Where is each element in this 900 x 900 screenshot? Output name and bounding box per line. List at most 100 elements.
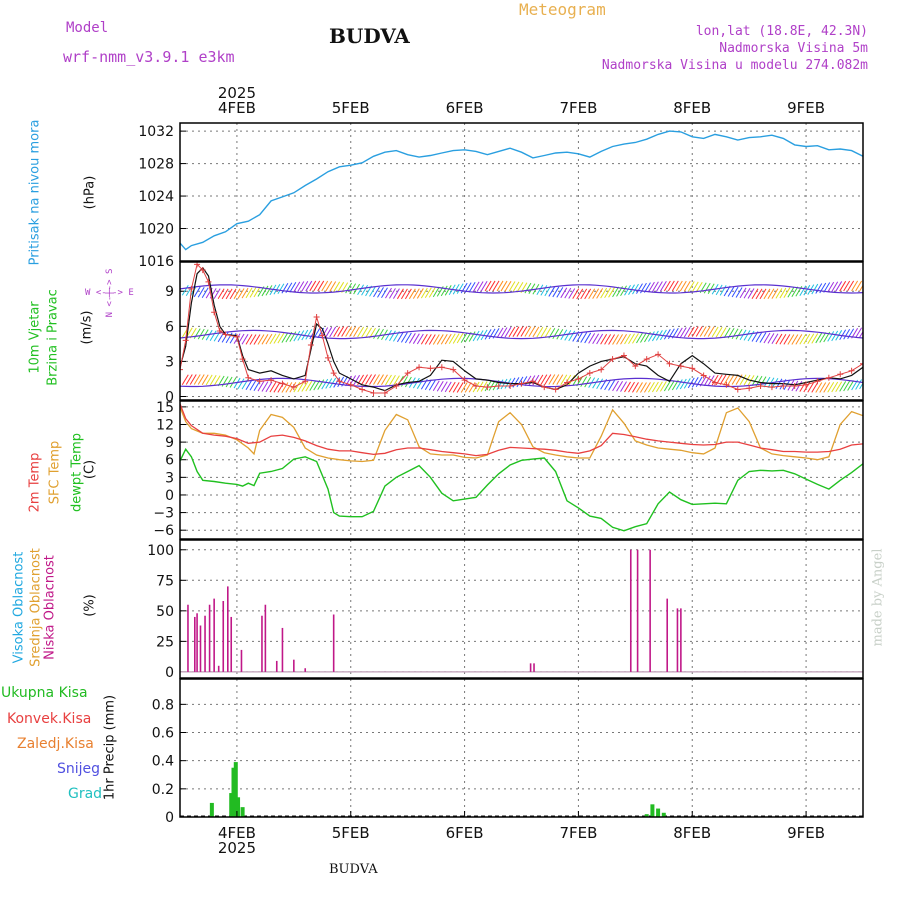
wind-barb: [404, 288, 412, 300]
wind-barb: [325, 326, 333, 338]
wind-barb: [564, 287, 572, 299]
wind-barb: [847, 380, 855, 391]
bottom-date-label: 5FEB: [332, 824, 370, 842]
wind-barb: [440, 381, 448, 392]
wind-barb: [468, 331, 476, 342]
wind-barb: [289, 331, 297, 342]
precip-bar: [233, 762, 238, 817]
wind-barb: [572, 288, 580, 299]
wind-gust-marker: [837, 371, 844, 378]
wind-barb: [416, 333, 424, 345]
wind-barb: [683, 326, 691, 338]
wind-barb: [436, 334, 444, 345]
wind-barb: [707, 326, 715, 337]
wind-barb: [636, 332, 643, 344]
wind-barb: [636, 283, 643, 294]
wind-gust-marker: [438, 364, 445, 371]
wind-compass: W <-|-> E: [85, 288, 134, 298]
top-date-label: 6FEB: [446, 99, 484, 117]
wind-gust-marker: [404, 370, 411, 377]
wind-barb: [827, 381, 835, 393]
wind-gust-marker: [205, 278, 212, 285]
wind-barb: [281, 282, 289, 294]
wind-barb: [325, 280, 333, 292]
wind-barb: [647, 281, 655, 293]
wind-barb: [548, 374, 556, 385]
wind-barb: [691, 326, 699, 337]
y-tick-label: 12: [156, 417, 174, 433]
wind-barb: [508, 326, 516, 338]
top-date-label: 7FEB: [559, 99, 597, 117]
wind-barb: [321, 378, 329, 390]
wind-barb: [428, 334, 436, 345]
y-tick-label: 9: [165, 435, 174, 451]
wind-barb: [843, 280, 851, 292]
top-year-label: 2025: [218, 84, 256, 102]
wind-barb: [839, 381, 847, 392]
wind-barb: [695, 376, 703, 388]
wind-barb: [544, 374, 552, 385]
wind-barb: [731, 328, 739, 340]
wind-barb: [460, 332, 468, 343]
wind-barb: [596, 378, 604, 390]
wind-barb: [759, 288, 767, 300]
wind-gust-marker: [689, 365, 696, 372]
wind-barb: [353, 374, 361, 386]
wind-barb: [496, 327, 504, 339]
wind-barb: [500, 327, 508, 338]
wind-gust-marker: [330, 370, 337, 377]
wind-barb: [325, 378, 333, 389]
wind-gust-marker: [791, 382, 798, 389]
wind-gust-marker: [307, 342, 314, 349]
wind-barb: [301, 381, 309, 392]
wind-gust-marker: [495, 382, 502, 389]
wind-gust-marker: [518, 380, 525, 387]
panel-frame: [179, 539, 864, 679]
wind-barb: [217, 288, 225, 300]
wind-barb: [532, 326, 540, 338]
panel-data-precip: [180, 762, 863, 817]
wind-barb: [592, 377, 600, 389]
wind-barb: [393, 375, 400, 386]
wind-barb: [389, 288, 396, 299]
wind-gust-marker: [450, 366, 457, 373]
wind-barb: [480, 280, 488, 292]
wind-barb: [747, 288, 755, 299]
wind-barb: [771, 333, 779, 345]
wind-barb: [755, 288, 763, 300]
wind-barb: [213, 288, 221, 299]
wind-barb: [389, 375, 396, 386]
wind-barb: [703, 375, 711, 387]
wind-barb: [556, 328, 564, 340]
wind-barb: [353, 326, 361, 338]
wind-barb: [779, 287, 787, 299]
wind-gust-marker: [529, 378, 536, 385]
wind-barb: [233, 288, 241, 299]
wind-barb: [373, 374, 380, 385]
model-name: wrf-nmm_v3.9.1 e3km: [63, 48, 235, 66]
panel-data-wind: [180, 262, 863, 396]
wind-barb: [245, 287, 253, 299]
wind-gust-marker: [507, 382, 514, 389]
wind-barb: [592, 333, 600, 344]
wind-gust-marker: [211, 309, 218, 316]
wind-gust-marker: [564, 379, 571, 386]
wind-barb: [424, 334, 432, 345]
wind-gust-marker: [233, 333, 240, 340]
y-tick-label: 0.2: [152, 782, 174, 798]
wind-barb: [197, 374, 205, 385]
wind-barb: [540, 285, 548, 296]
wind-barb: [420, 333, 428, 345]
wind-barb: [432, 380, 440, 392]
wind-barb: [703, 282, 711, 294]
wind-gust-marker: [620, 352, 627, 359]
wind-barb: [675, 280, 683, 292]
wind-barb: [436, 380, 444, 392]
wind-barb: [755, 331, 763, 343]
wind-barb: [345, 375, 353, 387]
top-date-label: 5FEB: [332, 99, 370, 117]
wind-barb: [835, 381, 843, 392]
wind-barb: [751, 288, 759, 299]
wind-barb: [333, 377, 341, 388]
